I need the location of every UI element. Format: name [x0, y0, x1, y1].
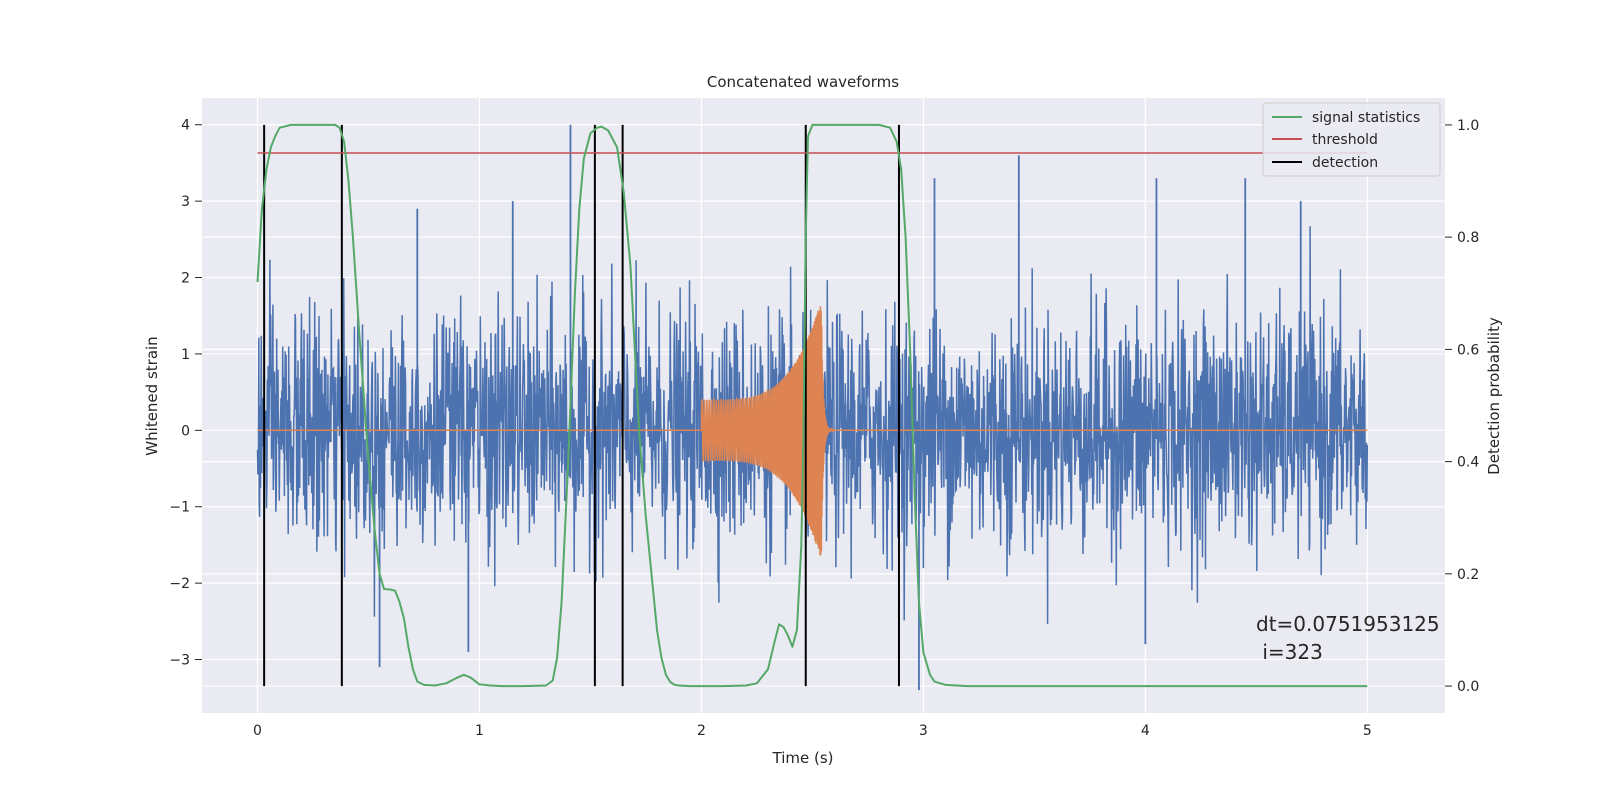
- y2-tick-label-5: 1.0: [1457, 118, 1479, 134]
- x-tick-label-4: 4: [1141, 723, 1150, 739]
- injection-line: [257, 306, 1368, 556]
- y2-tick-label-3: 0.6: [1457, 342, 1479, 358]
- annotation-index: i=323: [1256, 640, 1323, 664]
- x-axis-label: Time (s): [772, 749, 834, 767]
- x-tick-label-5: 5: [1363, 723, 1372, 739]
- legend-label-signal-statistics: signal statistics: [1312, 110, 1420, 126]
- y2-tick-label-1: 0.2: [1457, 567, 1479, 583]
- y2-axis-label: Detection probability: [1485, 317, 1503, 475]
- legend-label-threshold: threshold: [1312, 132, 1378, 148]
- legend-box: [1262, 102, 1441, 177]
- legend: signal statistics threshold detection: [1262, 102, 1441, 177]
- y-axis-right: 0.0 0.2 0.4 0.6 0.8 1.0: [1445, 118, 1479, 695]
- signal-statistics-line: [256, 123, 1368, 688]
- y2-tick-label-0: 0.0: [1457, 679, 1479, 695]
- y-axis-left: −3 −2 −1 0 1 2 3 4: [169, 118, 202, 669]
- y2-tick-label-4: 0.8: [1457, 230, 1479, 246]
- x-tick-label-3: 3: [919, 723, 928, 739]
- y2-tick-label-2: 0.4: [1457, 455, 1479, 471]
- y-tick-label-2: −1: [169, 500, 190, 516]
- signal-statistics-series: [256, 123, 1368, 688]
- x-axis: 0 1 2 3 4 5: [253, 723, 1372, 739]
- y-axis-label: Whitened strain: [143, 336, 161, 455]
- detection-lines: [263, 124, 900, 687]
- x-tick-label-0: 0: [253, 723, 262, 739]
- x-tick-label-2: 2: [697, 723, 706, 739]
- x-tick-label-1: 1: [475, 723, 484, 739]
- y-tick-label-3: 0: [181, 423, 190, 439]
- y-tick-label-6: 3: [181, 194, 190, 210]
- y-tick-label-5: 2: [181, 271, 190, 287]
- chart-title: Concatenated waveforms: [707, 73, 899, 91]
- injection-series: [257, 306, 1368, 556]
- y-tick-label-4: 1: [181, 347, 190, 363]
- y-tick-label-7: 4: [181, 118, 190, 134]
- annotation-dt: dt=0.0751953125: [1256, 612, 1440, 636]
- y-tick-label-0: −3: [169, 653, 190, 669]
- y-tick-label-1: −2: [169, 576, 190, 592]
- legend-label-detection: detection: [1312, 155, 1378, 171]
